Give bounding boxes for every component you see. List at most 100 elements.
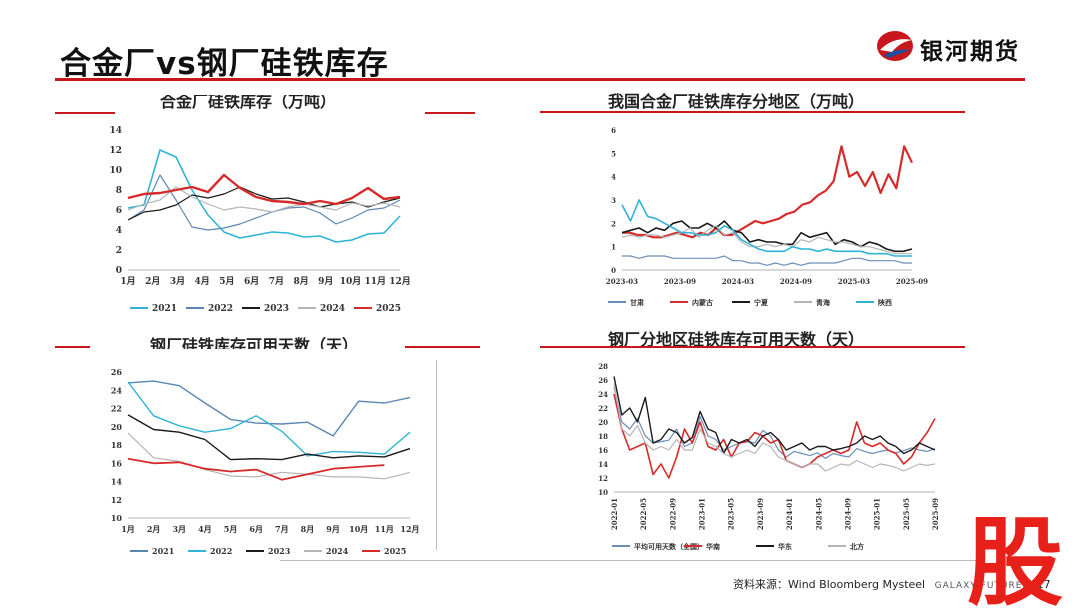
legend-label: 2021 — [152, 304, 177, 314]
panel-rule — [425, 112, 475, 114]
y-tick-label: 0 — [611, 266, 616, 275]
series-line-内蒙古 — [622, 145, 913, 239]
legend-label: 2025 — [376, 304, 401, 314]
y-tick-label: 10 — [109, 166, 122, 176]
y-tick-label: 26 — [598, 376, 608, 385]
legend-label: 华南 — [706, 542, 720, 551]
y-tick-label: 14 — [109, 126, 122, 136]
series-line-2023 — [127, 414, 411, 461]
x-tick-label: 2023-09 — [664, 277, 696, 286]
y-tick-label: 26 — [111, 367, 123, 377]
y-tick-label: 28 — [598, 362, 608, 371]
x-tick-label: 8月 — [293, 276, 308, 287]
x-tick-label: 2025-03 — [838, 277, 870, 286]
x-tick-label: 6月 — [249, 524, 263, 534]
x-tick-label: 11月 — [375, 524, 394, 534]
legend-label: 华东 — [778, 542, 792, 551]
legend-label: 2024 — [326, 546, 349, 556]
x-tick-label: 2024-05 — [814, 498, 823, 530]
legend-label: 2023 — [268, 546, 291, 556]
y-tick-label: 16 — [598, 446, 608, 455]
series-line-2021 — [127, 149, 401, 243]
y-tick-label: 2 — [611, 219, 616, 228]
panel-title-bottom-right: 钢厂分地区硅铁库存可用天数（天） — [608, 330, 865, 349]
y-tick-label: 18 — [598, 432, 608, 441]
series-line-陕西 — [621, 199, 912, 257]
panel-rule — [540, 111, 965, 113]
x-tick-label: 11月 — [365, 276, 387, 287]
y-tick-label: 6 — [611, 126, 616, 135]
page-number: 17 — [1036, 578, 1051, 591]
x-tick-label: 1月 — [120, 276, 135, 287]
y-tick-label: 12 — [111, 495, 122, 505]
x-tick-label: 2025-01 — [873, 498, 882, 530]
legend-label: 2022 — [208, 304, 233, 314]
chart-top-left: 0 2 4 6 8 10 12 14 1月 2月 3月 4月 5月 6月 7月 8月 9月 10月 11月 12月 20… — [109, 126, 410, 314]
legend-label: 2025 — [384, 546, 406, 556]
x-tick-label: 5月 — [224, 524, 238, 534]
legend-label: 平均可用天数（全国） — [634, 542, 704, 551]
series-line-2021 — [127, 380, 411, 437]
panel-title-top-left: 合金厂硅铁库存（万吨） — [160, 92, 337, 111]
legend-label: 2022 — [210, 546, 232, 556]
series-line-青海 — [621, 225, 912, 255]
x-tick-label: 2023-01 — [698, 498, 707, 530]
x-tick-label: 2023-09 — [756, 498, 765, 530]
panel-title-top-right: 我国合金厂硅铁库存分地区（万吨） — [608, 92, 865, 111]
y-tick-label: 14 — [111, 477, 123, 487]
legend-label: 甘肃 — [630, 298, 644, 307]
y-tick-label: 2 — [116, 246, 122, 256]
x-tick-label: 9月 — [318, 276, 333, 287]
y-tick-label: 10 — [111, 513, 123, 523]
series-line-2025 — [127, 457, 385, 481]
y-tick-label: 1 — [611, 243, 616, 252]
chart-bottom-right: 10 12 14 16 18 20 22 24 26 28 2022-01 2022-05 2022-0… — [598, 362, 940, 551]
x-tick-label: 2月 — [147, 524, 161, 534]
title-underline — [55, 78, 1025, 81]
x-tick-label: 2022-01 — [610, 498, 619, 530]
x-tick-label: 2024-09 — [843, 498, 852, 530]
series-line-华南 — [613, 393, 936, 479]
page-title: 合金厂vs钢厂硅铁库存 — [60, 46, 389, 82]
series-line-2024 — [127, 186, 401, 213]
y-tick-label: 0 — [116, 266, 122, 276]
watermark-gu: 股 — [967, 510, 1063, 606]
series-line-平均可用天数（全国） — [613, 386, 936, 460]
series-line-2022 — [127, 381, 411, 457]
y-tick-label: 20 — [598, 418, 608, 427]
y-tick-label: 22 — [598, 404, 608, 413]
x-tick-label: 2023-05 — [727, 498, 736, 530]
legend-label: 陕西 — [878, 298, 892, 307]
legend-label: 北方 — [850, 542, 864, 551]
x-tick-label: 4月 — [195, 276, 210, 287]
x-tick-label: 2月 — [145, 276, 160, 287]
x-tick-label: 2025-09 — [931, 498, 940, 530]
legend-label: 2023 — [264, 304, 289, 314]
source-text: 资料来源：Wind Bloomberg Mysteel — [733, 578, 926, 591]
source-note: 资料来源：Wind Bloomberg Mysteel GALAXY FUTUR… — [733, 576, 1051, 592]
x-tick-label: 8月 — [301, 524, 315, 534]
series-line-2023 — [127, 186, 401, 221]
y-tick-label: 14 — [598, 460, 608, 469]
panel-rule — [55, 112, 115, 114]
x-tick-label: 10月 — [340, 276, 362, 287]
y-tick-label: 24 — [111, 385, 123, 395]
x-tick-label: 2025-05 — [902, 498, 911, 530]
y-tick-label: 16 — [111, 458, 123, 468]
y-tick-label: 12 — [598, 474, 608, 483]
panel-title-bottom-left: 钢厂硅铁库存可用天数（天） — [150, 336, 359, 355]
x-tick-label: 12月 — [400, 524, 419, 534]
x-tick-label: 2022-09 — [668, 498, 677, 530]
x-tick-label: 2024-01 — [785, 498, 794, 530]
x-tick-label: 4月 — [198, 524, 212, 534]
x-tick-label: 3月 — [170, 276, 185, 287]
y-tick-label: 18 — [111, 440, 123, 450]
series-line-华东 — [613, 376, 936, 455]
y-tick-label: 3 — [611, 196, 616, 205]
y-tick-label: 5 — [611, 149, 616, 158]
y-tick-label: 4 — [116, 226, 122, 236]
x-tick-label: 1月 — [121, 524, 135, 534]
legend-label: 宁夏 — [754, 298, 769, 307]
x-tick-label: 7月 — [275, 524, 289, 534]
